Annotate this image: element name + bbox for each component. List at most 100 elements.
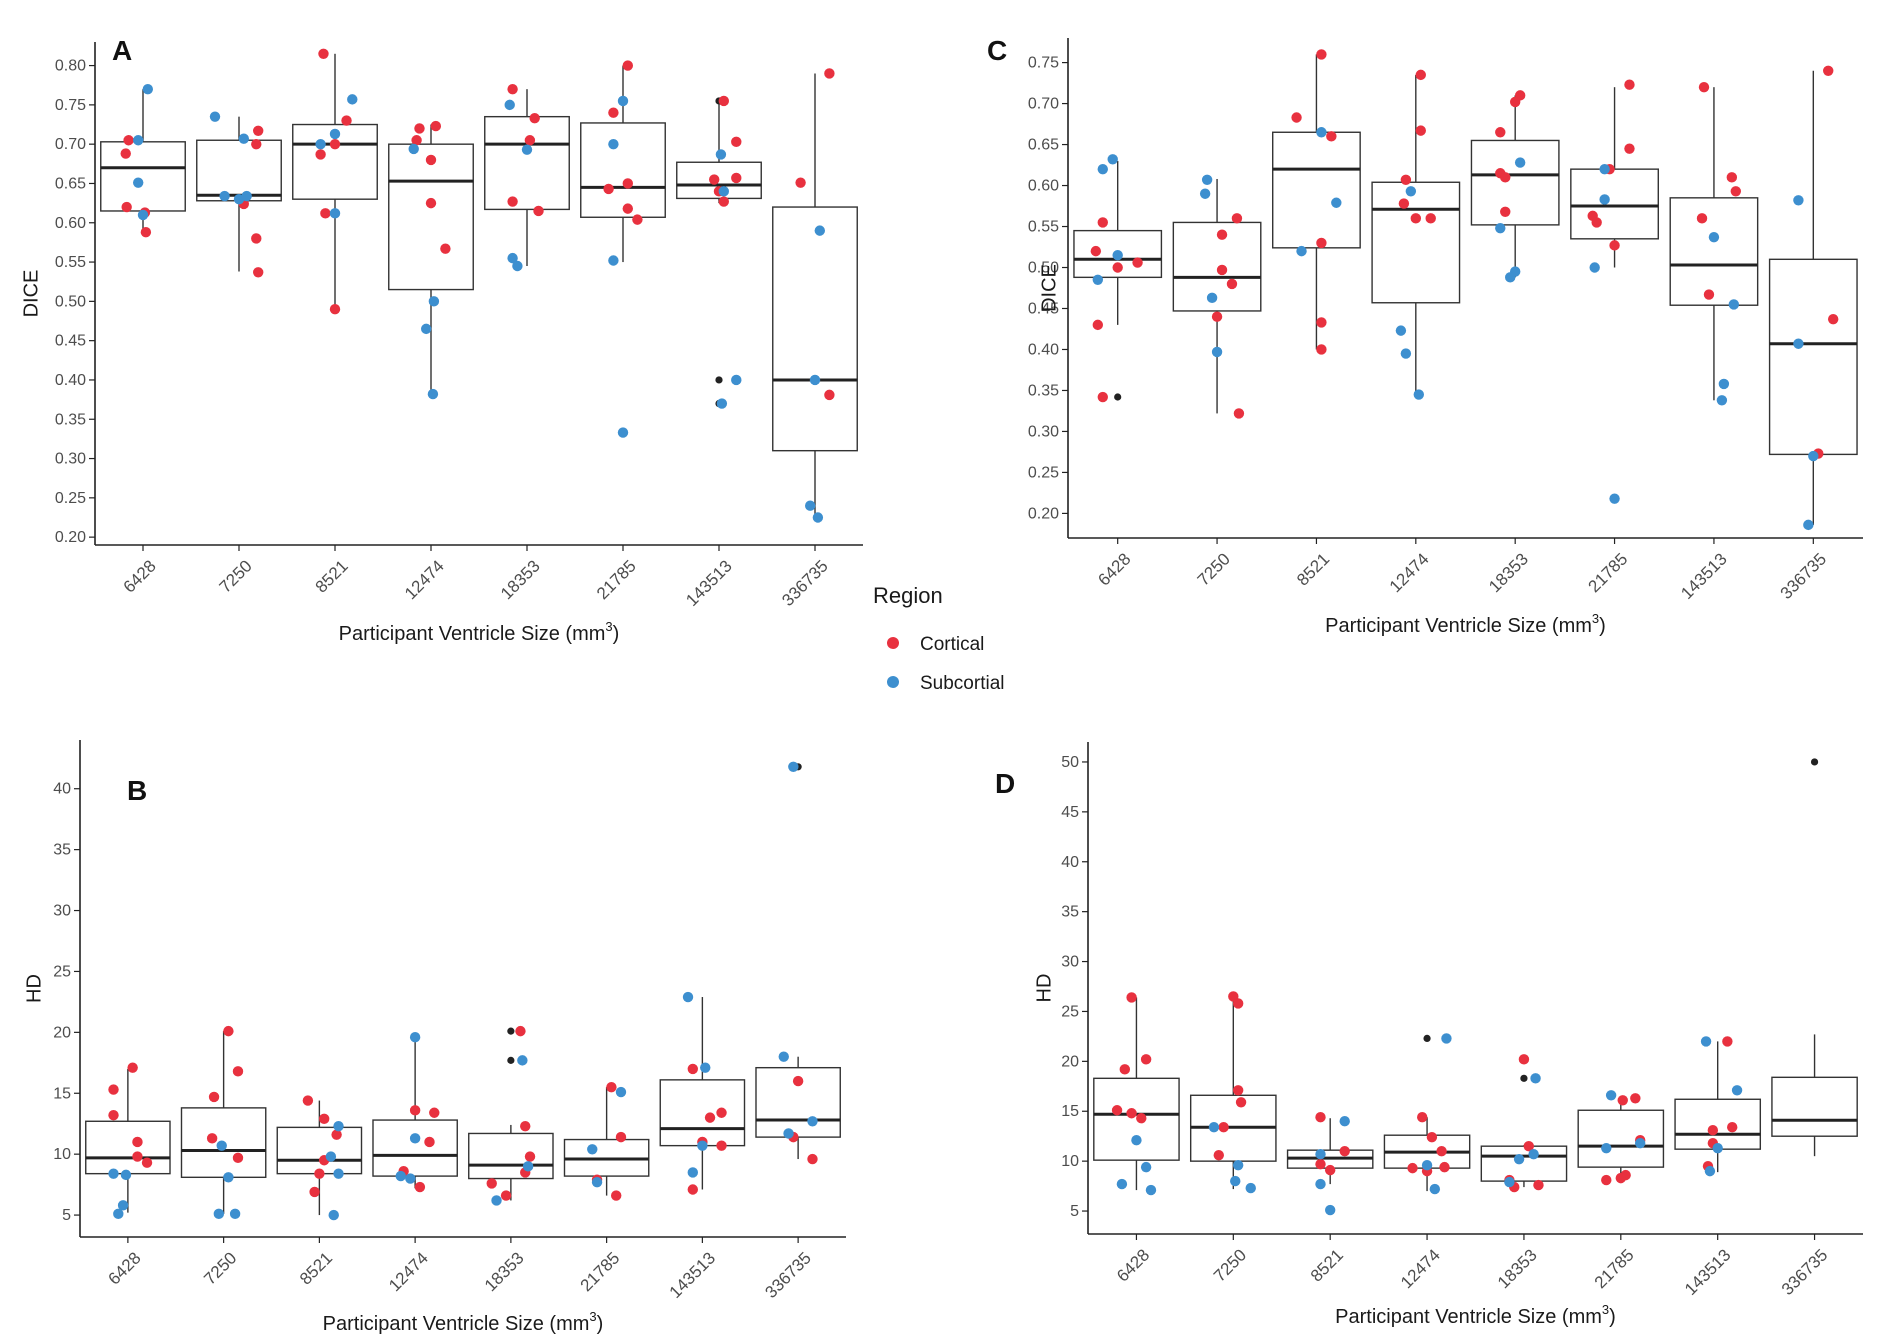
cortical-point (687, 1063, 698, 1075)
cortical-point (206, 1133, 218, 1144)
subcortical-point (591, 1176, 603, 1188)
subcortical-point (1107, 154, 1118, 165)
cortical-point (807, 1153, 818, 1165)
cortical-point (524, 1151, 536, 1162)
y-tick-label: 0.60 (1028, 178, 1059, 195)
x-tick-label: 6428 (105, 1248, 145, 1288)
y-tick-label: 5 (62, 1207, 71, 1224)
cortical-point (716, 1107, 727, 1118)
y-tick-label: 0.75 (55, 97, 86, 114)
cortical-point (1698, 81, 1710, 93)
cortical-point (1324, 1164, 1336, 1176)
cortical-point (687, 1184, 698, 1195)
panel-a: A 0.20 0.25 0.30 0.35 0.40 0.45 0.50 0.55 0.60 0.6… (20, 35, 863, 645)
iqr-box (1577, 1109, 1665, 1168)
x-tick-label: 6428 (1094, 549, 1134, 589)
x-tick-label: 18353 (481, 1248, 528, 1295)
y-tick-label: 0.55 (55, 254, 86, 271)
subcortical-point (1708, 231, 1720, 243)
y-tick-label: 0.45 (1028, 300, 1059, 317)
subcortical-point (1793, 195, 1804, 206)
x-tick-label: 8521 (296, 1248, 336, 1288)
x-tick-label: 143513 (666, 1248, 720, 1302)
subcortical-point (1731, 1085, 1743, 1096)
cortical-point (1315, 1112, 1326, 1123)
y-axis-title: DICE (1038, 264, 1060, 312)
cortical-point (425, 197, 437, 209)
cortical-point (1232, 1085, 1244, 1096)
cortical-point (1509, 96, 1521, 108)
legend-marker-subcortical (887, 676, 899, 688)
subcortical-point (1803, 519, 1814, 531)
y-axis-title: HD (1033, 974, 1055, 1003)
iqr-box (100, 141, 186, 212)
cortical-point (320, 208, 331, 219)
cortical-point (253, 125, 264, 137)
subcortical-point (608, 255, 619, 266)
subcortical-point (617, 95, 629, 107)
x-tick-label: 336735 (761, 1248, 815, 1302)
subcortical-point (1528, 1148, 1539, 1160)
iqr-box (1371, 181, 1461, 304)
y-tick-label: 0.25 (55, 490, 86, 507)
cortical-point (824, 389, 835, 401)
x-tick-label: 21785 (1591, 1245, 1638, 1292)
panel-b: B 5 10 15 20 25 30 35 40 HD 6428 7250 8521 12474 18353… (23, 740, 846, 1335)
cortical-point (411, 135, 422, 146)
x-tick-label: 21785 (1585, 549, 1632, 596)
cortical-point (1216, 264, 1228, 276)
subcortical-point (1092, 274, 1104, 286)
y-tick-label: 0.20 (1028, 505, 1059, 522)
subcortical-point (814, 225, 825, 236)
x-tick-label: 12474 (1386, 549, 1433, 596)
subcortical-point (1116, 1178, 1128, 1190)
subcortical-point (427, 388, 439, 400)
subcortical-point (408, 143, 419, 155)
cortical-point (1315, 1158, 1326, 1170)
cortical-point (1316, 237, 1327, 249)
y-tick-label: 5 (1070, 1203, 1079, 1220)
y-tick-label: 0.35 (1028, 382, 1059, 399)
iqr-box (1480, 1145, 1568, 1182)
subcortical-point (809, 374, 821, 386)
cortical-point (1231, 213, 1243, 224)
iqr-box (1771, 1076, 1858, 1137)
y-tick-label: 10 (1061, 1153, 1079, 1170)
subcortical-point (113, 1208, 124, 1220)
iqr-box (1093, 1077, 1180, 1161)
subcortical-point (1504, 1176, 1515, 1188)
subcortical-point (1601, 1142, 1612, 1154)
x-tick-label: 6428 (120, 556, 160, 596)
subcortical-point (587, 1144, 598, 1155)
cortical-point (1630, 1093, 1641, 1104)
y-tick-label: 0.40 (55, 372, 86, 389)
x-tick-label: 21785 (577, 1248, 624, 1295)
iqr-box (276, 1126, 363, 1175)
cortical-point (524, 135, 536, 146)
cortical-point (1092, 319, 1104, 331)
cortical-point (329, 304, 341, 315)
subcortical-point (133, 135, 144, 146)
cortical-point (1415, 125, 1426, 136)
subcortical-point (1208, 1122, 1220, 1133)
subcortical-point (133, 177, 144, 188)
x-tick-label: 12474 (385, 1248, 432, 1295)
x-axis-title: Participant Ventricle Size (mm3) (339, 619, 620, 645)
subcortical-point (1429, 1183, 1441, 1195)
y-tick-label: 30 (53, 903, 71, 920)
cortical-point (108, 1109, 119, 1121)
cortical-point (1398, 198, 1410, 209)
subcortical-point (347, 94, 358, 105)
y-tick-label: 0.70 (1028, 96, 1059, 113)
y-tick-label: 0.75 (1028, 55, 1059, 72)
cortical-point (108, 1084, 119, 1095)
cortical-point (1495, 127, 1506, 138)
subcortical-point (1589, 262, 1600, 273)
cortical-point (500, 1190, 512, 1201)
subcortical-point (209, 111, 221, 122)
cortical-point (1436, 1145, 1447, 1157)
cortical-point (731, 136, 742, 148)
iqr-box (1470, 139, 1560, 226)
panel-letter: C (987, 35, 1007, 66)
subcortical-point (1230, 1175, 1241, 1187)
